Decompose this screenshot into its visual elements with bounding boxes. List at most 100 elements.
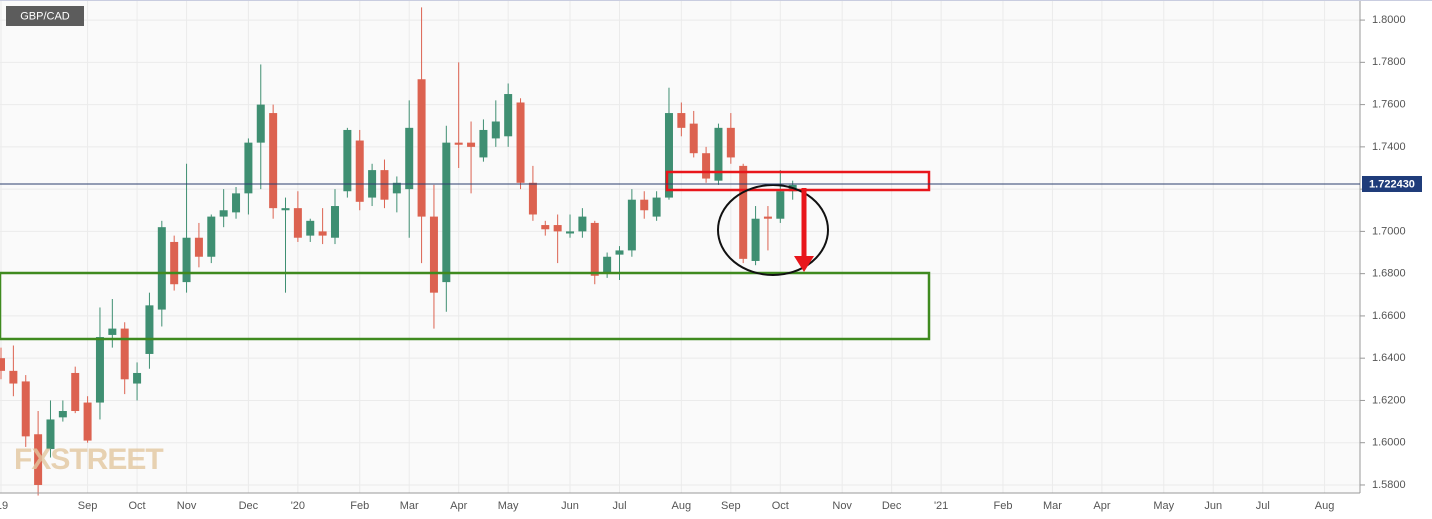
candle-body <box>640 199 649 211</box>
candle-body <box>207 216 216 257</box>
candle-body <box>120 328 129 380</box>
watermark: FXSTREET <box>14 443 163 476</box>
x-tick-label: '21 <box>934 500 948 512</box>
x-tick-label: Aug <box>672 500 692 512</box>
candle-body <box>9 370 18 384</box>
candle-body <box>145 305 154 354</box>
support-zone <box>0 271 931 341</box>
candle-body <box>590 222 599 276</box>
candle-body <box>318 231 327 236</box>
y-tick-label: 1.6400 <box>1372 352 1406 364</box>
candle-body <box>182 237 191 283</box>
candle-body <box>232 193 241 213</box>
last-price-box <box>1362 175 1422 192</box>
x-tick-label: Feb <box>993 500 1012 512</box>
x-tick-label: Jul <box>612 500 626 512</box>
y-tick-label: 1.7800 <box>1372 56 1406 68</box>
candle-body <box>306 220 315 236</box>
last-price-label: 1.722430 <box>1369 178 1415 190</box>
x-tick-label: Mar <box>400 500 419 512</box>
x-tick-label: Sep <box>721 500 741 512</box>
arrow-head <box>794 256 814 272</box>
symbol-box <box>6 6 84 26</box>
x-tick-label: Dec <box>882 500 902 512</box>
candle-body <box>330 206 339 238</box>
y-tick-label: 1.6800 <box>1372 268 1406 280</box>
y-tick-label: 1.7600 <box>1372 99 1406 111</box>
candle-body <box>343 129 352 192</box>
x-tick-label: May <box>1153 500 1174 512</box>
y-tick-label: 1.7400 <box>1372 141 1406 153</box>
x-tick-label: Mar <box>1043 500 1062 512</box>
candle-body <box>405 127 414 190</box>
candle-body <box>293 208 302 238</box>
x-tick-label: Dec <box>239 500 259 512</box>
x-tick-label: Aug <box>1315 500 1335 512</box>
candle-body <box>269 113 278 209</box>
x-tick-label: Oct <box>129 500 146 512</box>
candle-body <box>133 372 142 384</box>
candle-body <box>739 165 748 259</box>
candle-body <box>603 256 612 274</box>
candle-body <box>541 225 550 230</box>
candle-body <box>578 216 587 232</box>
candle-body <box>763 216 772 219</box>
y-tick-label: 1.5800 <box>1372 479 1406 491</box>
candle-body <box>108 328 117 335</box>
overlay: GBP/CAD FXSTREET <box>6 6 164 476</box>
candle-body <box>417 79 426 217</box>
candle-body <box>194 237 203 257</box>
y-tick-label: 1.8000 <box>1372 14 1406 26</box>
candle-body <box>0 358 5 371</box>
symbol: GBP/CAD <box>20 10 70 22</box>
x-tick-label: Nov <box>177 500 197 512</box>
x-tick-label: Apr <box>450 500 467 512</box>
candle-body <box>46 419 55 450</box>
candle-body <box>467 142 476 147</box>
candle-body <box>664 113 673 198</box>
candle-body <box>219 210 228 217</box>
candle-body <box>392 182 401 194</box>
x-tick-label: Jun <box>1204 500 1222 512</box>
candle-body <box>627 199 636 251</box>
candle-body <box>83 402 92 441</box>
x-tick-label: Sep <box>78 500 98 512</box>
candle-body <box>244 142 253 194</box>
candle-body <box>566 231 575 234</box>
candle-body <box>454 142 463 145</box>
candle-body <box>95 337 104 403</box>
candle-body <box>615 250 624 255</box>
candle-body <box>504 94 513 137</box>
x-tick-label: '19 <box>0 500 8 512</box>
candle-body <box>689 123 698 154</box>
x-tick-label: Apr <box>1093 500 1110 512</box>
candle-body <box>34 434 43 485</box>
y-tick-label: 1.6000 <box>1372 437 1406 449</box>
candles <box>0 7 797 496</box>
candle-body <box>702 153 711 179</box>
candle-body <box>553 225 562 232</box>
candle-body <box>256 104 265 143</box>
y-tick-label: 1.6600 <box>1372 310 1406 322</box>
x-tick-label: May <box>498 500 519 512</box>
plot-area <box>0 0 1360 493</box>
candle-body <box>479 129 488 158</box>
candle-body <box>58 411 67 418</box>
x-tick-label: Feb <box>350 500 369 512</box>
candle-body <box>528 182 537 215</box>
x-tick-label: Oct <box>772 500 789 512</box>
candle-body <box>776 191 785 219</box>
candle-body <box>677 113 686 128</box>
candle-body <box>652 197 661 217</box>
candle-body <box>491 121 500 139</box>
candle-body <box>429 216 438 293</box>
y-tick-label: 1.7000 <box>1372 225 1406 237</box>
x-tick-label: Jun <box>561 500 579 512</box>
candle-body <box>380 170 389 200</box>
candle-body <box>726 127 735 158</box>
candle-body <box>355 140 364 202</box>
candle-body <box>170 241 179 285</box>
candle-body <box>714 127 723 181</box>
candle-body <box>281 208 290 211</box>
